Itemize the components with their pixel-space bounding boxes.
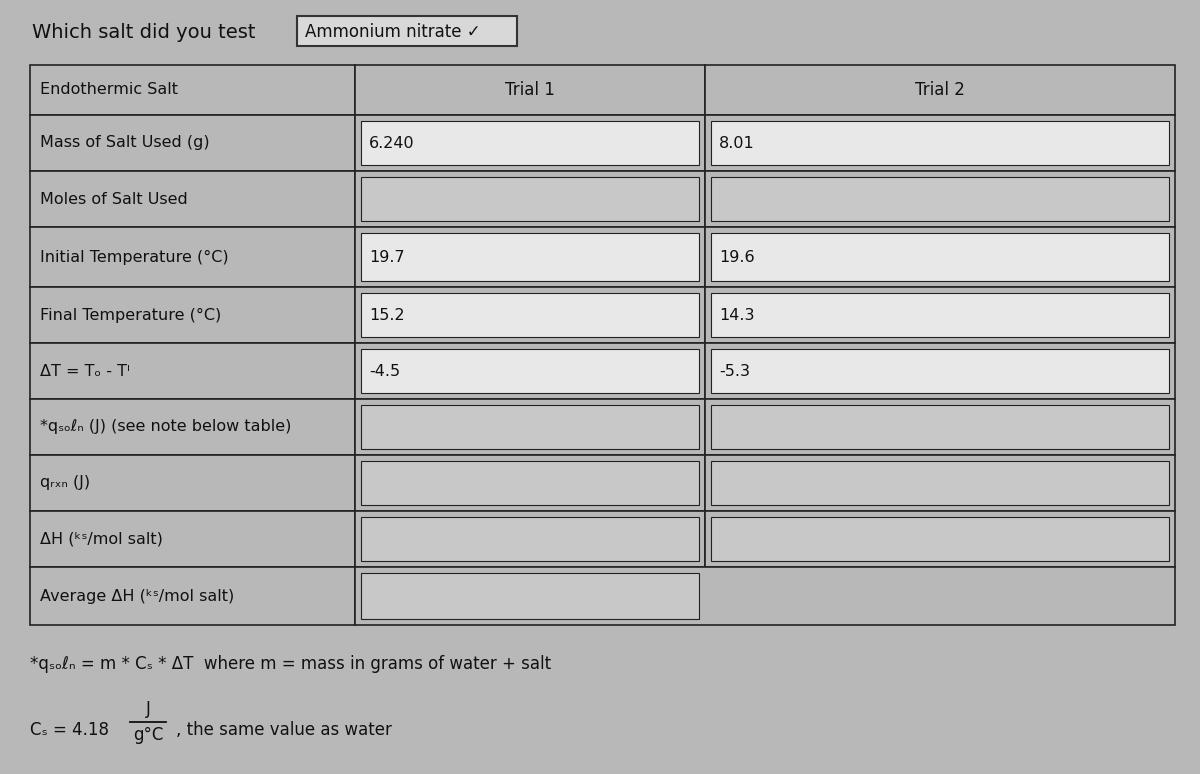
Bar: [30, 287, 355, 343]
Bar: [706, 227, 1175, 287]
Text: Which salt did you test: Which salt did you test: [32, 22, 256, 42]
Text: Mass of Salt Used (g): Mass of Salt Used (g): [40, 135, 210, 150]
Text: ΔH (ᵏˢ/mol salt): ΔH (ᵏˢ/mol salt): [40, 532, 163, 546]
Bar: [355, 227, 706, 287]
Bar: [706, 287, 1175, 343]
Bar: [361, 573, 698, 619]
Text: 19.7: 19.7: [370, 249, 404, 265]
Bar: [30, 343, 355, 399]
Bar: [361, 293, 698, 337]
Text: Initial Temperature (°C): Initial Temperature (°C): [40, 249, 229, 265]
Bar: [30, 115, 355, 171]
Text: J: J: [145, 700, 150, 718]
Bar: [355, 115, 706, 171]
Bar: [710, 461, 1169, 505]
Bar: [710, 517, 1169, 561]
Text: ΔT = Tₒ - Tᴵ: ΔT = Tₒ - Tᴵ: [40, 364, 130, 378]
Bar: [298, 16, 517, 46]
Text: Moles of Salt Used: Moles of Salt Used: [40, 191, 187, 207]
Text: 6.240: 6.240: [370, 135, 415, 150]
Text: 8.01: 8.01: [719, 135, 755, 150]
Text: qᵣₓₙ (J): qᵣₓₙ (J): [40, 475, 90, 491]
Bar: [361, 517, 698, 561]
Bar: [706, 65, 1175, 115]
Text: Final Temperature (°C): Final Temperature (°C): [40, 307, 221, 323]
Bar: [30, 399, 355, 455]
Bar: [706, 455, 1175, 511]
Bar: [355, 455, 706, 511]
Bar: [361, 405, 698, 449]
Text: 19.6: 19.6: [719, 249, 755, 265]
Bar: [355, 171, 706, 227]
Bar: [355, 567, 1175, 625]
Bar: [355, 343, 706, 399]
Text: -4.5: -4.5: [370, 364, 400, 378]
Text: g°C: g°C: [133, 726, 163, 744]
Bar: [30, 567, 355, 625]
Text: 15.2: 15.2: [370, 307, 404, 323]
Bar: [361, 461, 698, 505]
Text: -5.3: -5.3: [719, 364, 750, 378]
Text: Cₛ = 4.18: Cₛ = 4.18: [30, 721, 114, 739]
Bar: [30, 227, 355, 287]
Bar: [706, 511, 1175, 567]
Bar: [706, 171, 1175, 227]
Text: Trial 1: Trial 1: [505, 81, 554, 99]
Bar: [355, 399, 706, 455]
Text: , the same value as water: , the same value as water: [176, 721, 392, 739]
Bar: [710, 233, 1169, 281]
Bar: [30, 455, 355, 511]
Bar: [361, 233, 698, 281]
Bar: [355, 287, 706, 343]
Text: Trial 2: Trial 2: [916, 81, 965, 99]
Bar: [706, 343, 1175, 399]
Bar: [706, 115, 1175, 171]
Bar: [361, 121, 698, 165]
Bar: [710, 121, 1169, 165]
Bar: [30, 171, 355, 227]
Bar: [355, 65, 706, 115]
Text: Ammonium nitrate ✓: Ammonium nitrate ✓: [305, 23, 481, 41]
Bar: [361, 177, 698, 221]
Bar: [710, 293, 1169, 337]
Bar: [706, 399, 1175, 455]
Text: *qₛₒℓₙ = m * Cₛ * ΔT  where m = mass in grams of water + salt: *qₛₒℓₙ = m * Cₛ * ΔT where m = mass in g…: [30, 655, 551, 673]
Text: *qₛₒℓₙ (J) (see note below table): *qₛₒℓₙ (J) (see note below table): [40, 420, 292, 434]
Bar: [361, 349, 698, 393]
Text: Average ΔH (ᵏˢ/mol salt): Average ΔH (ᵏˢ/mol salt): [40, 588, 234, 604]
Bar: [30, 511, 355, 567]
Text: 14.3: 14.3: [719, 307, 755, 323]
Bar: [710, 349, 1169, 393]
Text: Endothermic Salt: Endothermic Salt: [40, 83, 178, 98]
Bar: [30, 65, 355, 115]
Bar: [710, 405, 1169, 449]
Bar: [355, 511, 706, 567]
Bar: [710, 177, 1169, 221]
